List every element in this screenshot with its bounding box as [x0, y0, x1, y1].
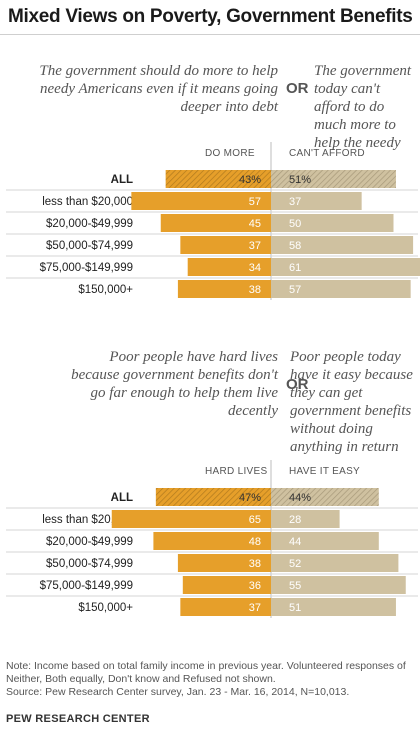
bar-right	[271, 510, 340, 528]
value-label-right: 51%	[289, 174, 311, 186]
bar-right	[271, 598, 396, 616]
category-label: $75,000-$149,999	[40, 580, 133, 592]
bar-right	[271, 532, 379, 550]
bar-left	[187, 258, 271, 276]
value-label-right: 61	[289, 262, 301, 274]
chart1-or-label: OR	[286, 80, 309, 97]
bar-left	[177, 280, 271, 298]
category-label: $50,000-$74,999	[46, 240, 133, 252]
category-label: $150,000+	[78, 602, 133, 614]
footnote: Note: Income based on total family incom…	[6, 660, 416, 699]
title-divider	[0, 34, 420, 35]
category-label: ALL	[111, 492, 133, 504]
bar-left	[111, 510, 271, 528]
value-label-right: 44%	[289, 492, 311, 504]
value-label-right: 37	[289, 196, 301, 208]
bar-right	[271, 554, 399, 572]
value-label-right: 28	[289, 514, 301, 526]
category-label: $150,000+	[78, 284, 133, 296]
value-label-left: 48	[249, 536, 261, 548]
category-label: ALL	[111, 174, 133, 186]
bar-left	[165, 170, 271, 188]
bar-left	[182, 576, 271, 594]
bar-right	[271, 576, 406, 594]
value-label-left: 45	[249, 218, 261, 230]
bar-right	[271, 192, 362, 210]
value-label-left: 38	[249, 558, 261, 570]
chart1-question-left: The government should do more to help ne…	[39, 63, 278, 115]
brand-label: PEW RESEARCH CENTER	[6, 713, 150, 725]
source-text: Source: Pew Research Center survey, Jan.…	[6, 686, 350, 698]
value-label-left: 47%	[239, 492, 261, 504]
value-label-right: 58	[289, 240, 301, 252]
value-label-left: 65	[249, 514, 261, 526]
value-label-right: 51	[289, 602, 301, 614]
value-label-left: 37	[249, 240, 261, 252]
chart2-question-left: Poor people have hard lives because gove…	[71, 349, 278, 419]
category-label: less than $20,000	[42, 514, 133, 526]
value-label-right: 50	[289, 218, 301, 230]
bar-right	[271, 258, 420, 276]
bar-right	[271, 280, 411, 298]
bar-left	[180, 236, 271, 254]
category-label: $50,000-$74,999	[46, 558, 133, 570]
category-label: $20,000-$49,999	[46, 536, 133, 548]
bar-right	[271, 488, 379, 506]
value-label-right: 44	[289, 536, 301, 548]
bar-left	[160, 214, 271, 232]
value-label-left: 38	[249, 284, 261, 296]
value-label-left: 57	[249, 196, 261, 208]
chart2-group: ALL 47% 44% less than $20,000 65 28 $20,000-$4…	[6, 460, 418, 618]
value-label-right: 57	[289, 284, 301, 296]
bar-right	[271, 236, 414, 254]
value-label-left: 34	[249, 262, 261, 274]
bar-left	[180, 598, 271, 616]
value-label-right: 52	[289, 558, 301, 570]
category-label: less than $20,000	[42, 196, 133, 208]
bar-left	[153, 532, 271, 550]
category-label: $20,000-$49,999	[46, 218, 133, 230]
bar-left	[177, 554, 271, 572]
chart2-or-label: OR	[286, 376, 309, 393]
bar-left	[131, 192, 271, 210]
chart1-header-right: CAN'T AFFORD	[289, 148, 365, 159]
value-label-right: 55	[289, 580, 301, 592]
category-label: $75,000-$149,999	[40, 262, 133, 274]
chart2-header-left: HARD LIVES	[205, 466, 268, 477]
bar-right	[271, 214, 394, 232]
note-text: Note: Income based on total family incom…	[6, 660, 406, 685]
chart1-header-left: DO MORE	[205, 148, 255, 159]
chart2-header-right: HAVE IT EASY	[289, 466, 361, 477]
bar-left	[155, 488, 271, 506]
chart1-group: ALL 43% 51% less than $20,000 57 37 $20,000-$4…	[6, 142, 420, 300]
chart-title: Mixed Views on Poverty, Government Benef…	[8, 6, 413, 27]
value-label-left: 37	[249, 602, 261, 614]
bar-right	[271, 170, 396, 188]
value-label-left: 43%	[239, 174, 261, 186]
chart1-question-right: The government today can't afford to do …	[314, 63, 412, 151]
chart2-question-right: Poor people today have it easy because t…	[290, 349, 413, 455]
value-label-left: 36	[249, 580, 261, 592]
